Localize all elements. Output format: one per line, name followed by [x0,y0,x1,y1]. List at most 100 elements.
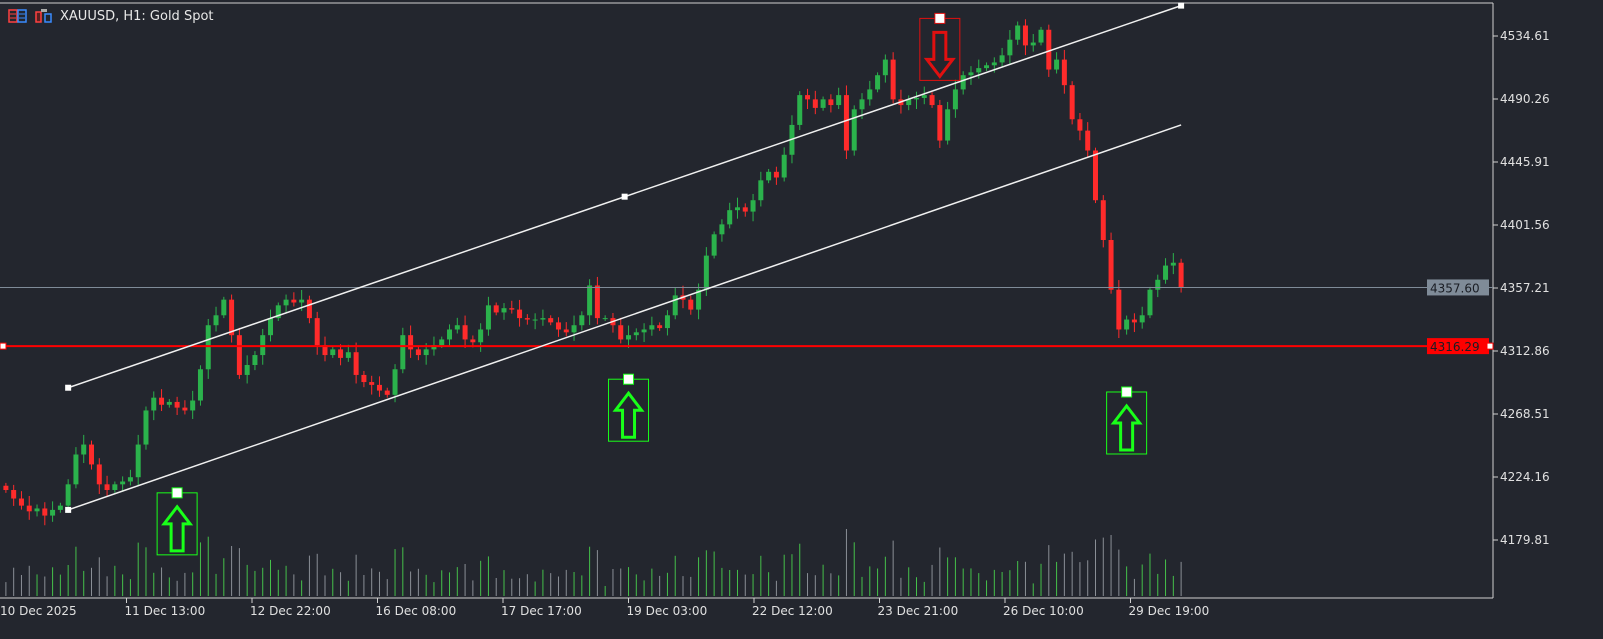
candle-body [703,255,709,290]
candle-body [236,335,242,375]
candle-body [867,89,873,100]
candle-body [252,355,258,366]
candle-body [657,325,663,329]
candle-body [18,498,24,506]
candle-body [89,444,95,465]
price-tick-label: 4179.81 [1500,533,1550,547]
sell-arrow-icon[interactable] [919,12,961,81]
candle-body [921,95,927,98]
depth-of-market-icon[interactable] [34,8,54,24]
time-tick-label: 29 Dec 19:00 [1129,604,1210,618]
candle-body [696,289,702,310]
candle-body [773,171,779,178]
candle-body [478,329,484,343]
price-tick-label: 4268.51 [1500,407,1550,421]
candle-body [400,335,406,370]
candle-body [65,484,71,506]
candle-body [1038,29,1044,43]
channel-anchor-handle[interactable] [65,384,72,391]
buy-arrow-icon[interactable] [156,487,198,556]
channel-anchor-handle[interactable] [1178,2,1185,9]
time-tick-label: 23 Dec 21:00 [878,604,959,618]
candle-body [408,335,414,350]
candle-body [439,339,445,346]
candle-body [913,97,919,100]
arrow-shape [612,390,645,439]
candle-body [1163,265,1169,280]
candle-body [509,308,515,310]
one-click-trading-icon[interactable] [8,8,28,24]
signal-anchor-handle [171,487,183,499]
candle-body [151,397,157,411]
candle-body [1015,25,1021,40]
candle-body [1170,262,1176,266]
candle-body [1077,119,1083,131]
candle-body [976,68,982,73]
candle-body [415,349,421,356]
candle-body [275,305,281,319]
candle-body [945,109,951,141]
candle-body [1116,289,1122,330]
buy-arrow-icon[interactable] [608,373,650,442]
candle-body [229,299,235,336]
candle-body [758,180,764,201]
time-tick-label: 26 Dec 10:00 [1003,604,1084,618]
candle-body [104,484,110,491]
candle-body [221,299,227,316]
candle-body [1178,262,1184,288]
price-tick-label: 4445.91 [1500,155,1550,169]
candle-body [805,95,811,100]
channel-lower-line[interactable] [67,124,1182,511]
candle-body [618,325,624,340]
candle-body [711,234,717,256]
candle-body [664,315,670,329]
candle-body [314,318,320,346]
price-tick-label: 4357.21 [1500,281,1550,295]
candle-body [306,299,312,319]
candle-body [345,352,351,358]
candle-body [797,95,803,125]
buy-arrow-icon[interactable] [1106,386,1148,455]
candle-body [501,308,507,313]
candle-body [369,382,375,385]
price-tick-label: 4490.26 [1500,92,1550,106]
candle-body [882,59,888,76]
candle-body [719,224,725,235]
candle-body [81,444,87,455]
candle-body [929,95,935,106]
candle-body [322,345,328,356]
candle-body [960,75,966,90]
candle-body [548,318,554,323]
channel-anchor-handle[interactable] [65,506,72,513]
signal-anchor-handle [1121,386,1133,398]
signal-anchor-handle [934,12,946,24]
candle-body [330,349,336,356]
candle-body [672,295,678,316]
candle-body [361,374,367,383]
candle-body [135,444,141,478]
line-anchor-handle[interactable] [1486,342,1494,350]
candle-body [42,508,48,516]
candle-body [244,365,250,375]
candle-body [3,485,9,491]
candle-body [1131,319,1137,323]
time-tick-label: 12 Dec 22:00 [250,604,331,618]
candle-body [112,484,118,491]
line-anchor-handle[interactable] [0,342,7,350]
candle-body [1100,200,1106,240]
candle-body [34,508,40,512]
candle-body [190,400,196,411]
price-tick-label: 4224.16 [1500,470,1550,484]
candle-body [174,401,180,408]
candle-body [820,99,826,108]
candle-body [1030,42,1036,46]
candle-body [120,481,126,485]
candle-body [587,285,593,316]
channel-anchor-handle[interactable] [621,193,628,200]
candle-body [470,339,476,343]
candle-body [766,171,772,181]
candle-body [1147,289,1153,316]
signal-box [919,17,961,81]
signal-anchor-handle [623,373,635,385]
